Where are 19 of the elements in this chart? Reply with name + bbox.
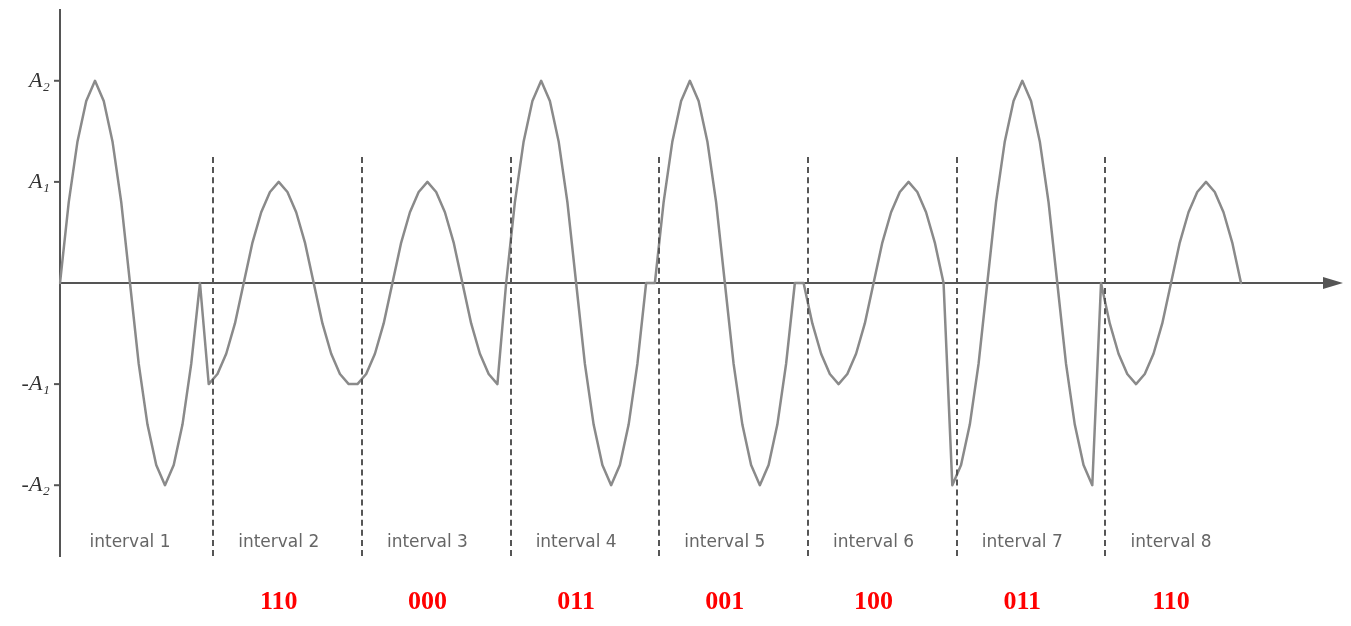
- text: 011: [1003, 585, 1042, 615]
- text: 011: [557, 585, 595, 615]
- x-tick-label: interval 3: [386, 530, 468, 551]
- x-tick-label: interval 4: [535, 530, 617, 551]
- text: 100: [854, 585, 894, 615]
- text: 000: [407, 585, 447, 615]
- text: -A₂: [21, 471, 51, 496]
- text: -A₁: [21, 369, 50, 395]
- x-tick-label: interval 2: [238, 530, 320, 551]
- text: 110: [1152, 585, 1190, 615]
- x-tick-label: interval 5: [684, 530, 766, 551]
- x-tick-label: interval 7: [981, 530, 1063, 551]
- text: A₁: [26, 167, 50, 193]
- text: 001: [705, 585, 745, 615]
- x-tick-label: interval 8: [1130, 530, 1212, 551]
- x-tick-label: interval 6: [833, 530, 915, 551]
- x-tick-label: interval 1: [89, 530, 171, 551]
- text: 110: [259, 585, 298, 615]
- text: A₂: [26, 66, 51, 92]
